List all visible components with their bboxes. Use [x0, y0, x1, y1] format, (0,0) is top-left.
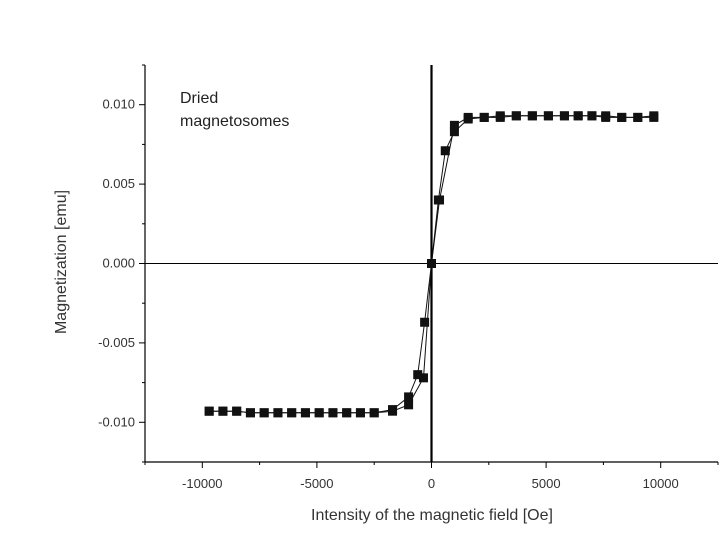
tick-labels: -10000 -5000 0 5000 10000 -0.010 -0.005 0.000 0.… — [98, 97, 679, 491]
data-point — [314, 408, 324, 418]
data-point — [300, 408, 310, 418]
data-point — [440, 146, 450, 156]
data-point — [633, 112, 643, 122]
data-point — [463, 112, 473, 122]
data-point — [527, 111, 537, 121]
data-point — [388, 405, 398, 415]
annotation-line-1: Dried — [180, 90, 218, 107]
x-tick-label: -5000 — [300, 476, 333, 491]
annotation-line-2: magnetosomes — [180, 113, 289, 130]
data-point — [495, 111, 505, 121]
y-axis-title: Magnetization [emu] — [53, 190, 70, 334]
series-layer — [204, 111, 659, 418]
data-point — [218, 406, 228, 416]
data-point — [355, 408, 365, 418]
data-point — [601, 111, 611, 121]
series-2 — [204, 111, 659, 418]
data-point — [273, 408, 283, 418]
data-point — [587, 111, 597, 121]
x-tick-label: 5000 — [532, 476, 561, 491]
data-point — [418, 373, 428, 383]
data-point — [259, 408, 269, 418]
data-point — [649, 111, 659, 121]
y-tick-label: -0.005 — [98, 335, 135, 350]
data-point — [369, 408, 379, 418]
data-point — [449, 127, 459, 137]
data-point — [511, 111, 521, 121]
data-point — [573, 111, 583, 121]
data-point — [559, 111, 569, 121]
data-point — [342, 408, 352, 418]
tick-marks — [139, 64, 719, 468]
data-point — [404, 392, 414, 402]
data-point — [232, 406, 242, 416]
x-tick-label: 10000 — [643, 476, 679, 491]
data-point — [404, 400, 414, 410]
data-point — [420, 317, 430, 327]
data-point — [287, 408, 297, 418]
y-tick-label: -0.010 — [98, 414, 135, 429]
x-tick-label: -10000 — [182, 476, 222, 491]
data-point — [449, 120, 459, 130]
y-tick-label: 0.000 — [102, 256, 135, 271]
data-point — [427, 259, 436, 268]
x-tick-label: 0 — [428, 476, 435, 491]
data-point — [328, 408, 338, 418]
y-tick-label: 0.010 — [102, 97, 135, 112]
data-point — [479, 112, 489, 122]
data-point — [435, 195, 445, 205]
x-axis-title: Intensity of the magnetic field [Oe] — [311, 507, 553, 524]
data-point — [617, 112, 627, 122]
y-tick-label: 0.005 — [102, 176, 135, 191]
data-point — [543, 111, 553, 121]
data-point — [245, 408, 255, 418]
data-point — [204, 406, 214, 416]
data-point — [413, 370, 423, 380]
